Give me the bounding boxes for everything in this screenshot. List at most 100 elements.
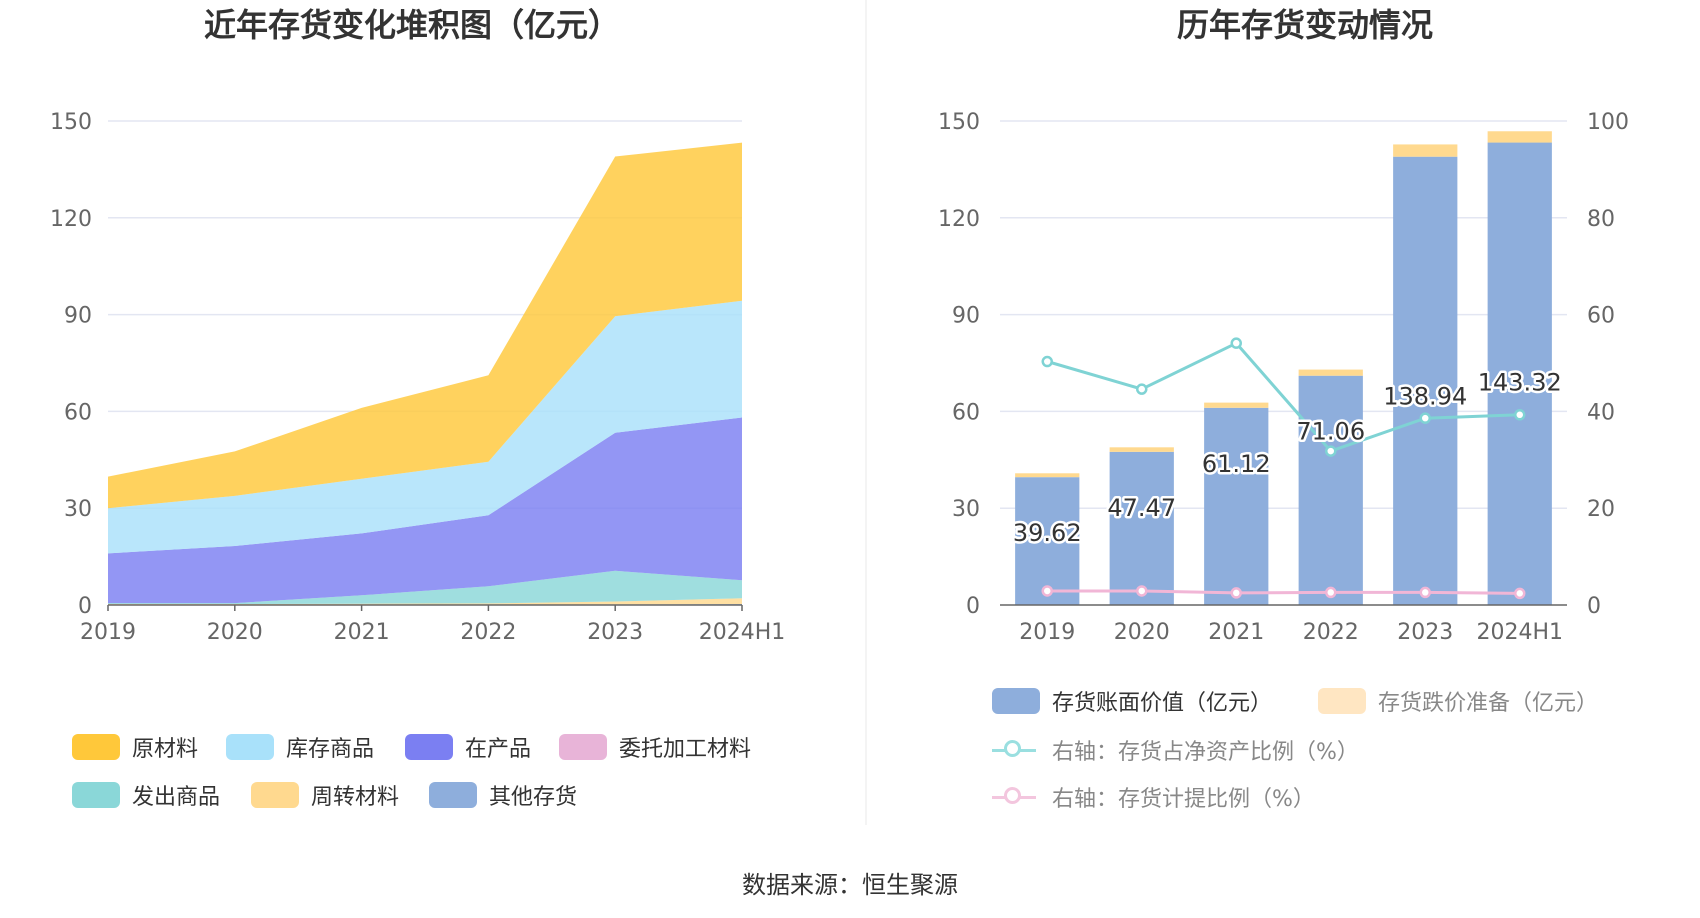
legend-swatch (1318, 688, 1366, 714)
data-source: 数据来源：恒生聚源 (742, 871, 958, 899)
bar-impairment-reserve (1109, 447, 1174, 452)
line-point (1514, 587, 1526, 600)
y-tick-label: 60 (952, 400, 980, 425)
line-point (1041, 355, 1053, 368)
area-原材料 (108, 142, 742, 509)
area-周转材料 (108, 598, 742, 605)
bar-data-label: 39.62 (1013, 519, 1082, 547)
y-tick-label: 90 (64, 304, 92, 329)
legend-item-raw-materials[interactable]: 原材料 (72, 731, 198, 763)
legend-label: 在产品 (465, 737, 532, 762)
right-bar-labels: 39.62 47.47 61.12 71.06 138.94 143.32 (1010, 366, 1564, 550)
bar-data-label: 138.94 (1383, 383, 1467, 411)
line-point (1230, 337, 1242, 349)
legend-item-book-value[interactable]: 存货账面价值（亿元） (992, 685, 1272, 717)
legend-item-other-inventory[interactable]: 其他存货 (429, 779, 577, 811)
line-point (1230, 587, 1242, 599)
y2-tick-label: 40 (1587, 400, 1615, 425)
y2-tick-label: 0 (1587, 594, 1601, 619)
y-tick-label: 0 (966, 594, 980, 619)
y2-tick-label: 20 (1587, 497, 1615, 522)
y-tick-label: 150 (938, 110, 980, 135)
legend-label: 右轴：存货占净资产比例（%） (1052, 740, 1359, 765)
legend-swatch (72, 782, 120, 808)
y-tick-label: 150 (50, 110, 92, 135)
right-gridlines (1000, 120, 1567, 509)
bar-book-value (1015, 477, 1080, 605)
x-tick-label: 2023 (587, 620, 643, 645)
line-point (1041, 585, 1053, 597)
legend-label: 库存商品 (286, 737, 375, 762)
legend-item-net-asset-ratio[interactable]: 右轴：存货占净资产比例（%） (992, 734, 1359, 766)
x-tick-label: 2021 (1208, 620, 1264, 645)
left-area-series (108, 142, 742, 605)
bar-book-value (1298, 375, 1363, 605)
legend-label: 存货跌价准备（亿元） (1378, 691, 1599, 716)
y-tick-label: 90 (952, 304, 980, 329)
bar-impairment-reserve (1204, 402, 1269, 408)
bar-line-chart: 历年存货变动情况 39.62 47.47 61.12 71.06 138.94 143.3… (938, 6, 1629, 645)
line-point (1325, 445, 1337, 457)
bar-impairment-reserve (1487, 131, 1552, 143)
bar-book-value (1487, 142, 1552, 605)
legend-item-provision-ratio[interactable]: 右轴：存货计提比例（%） (992, 781, 1315, 813)
legend-item-consigned-processing[interactable]: 委托加工材料 (559, 731, 751, 763)
x-tick-label: 2021 (334, 620, 390, 645)
legend-swatch (559, 734, 607, 760)
legend-label: 委托加工材料 (619, 737, 752, 762)
line-point (1325, 586, 1337, 599)
line-右轴：存货占净资产比例（%） (1046, 341, 1520, 453)
legend-item-wip[interactable]: 在产品 (405, 731, 531, 763)
area-在产品 (108, 417, 742, 604)
legend-swatch (251, 782, 299, 808)
bar-data-label: 143.32 (1478, 369, 1562, 397)
x-tick-label: 2019 (80, 620, 136, 645)
x-tick-label: 2022 (460, 620, 516, 645)
x-tick-label: 2020 (207, 620, 263, 645)
legend-swatch (72, 734, 120, 760)
bar-data-label: 71.06 (1296, 418, 1365, 446)
legend-swatch (992, 688, 1040, 714)
x-tick-label: 2023 (1397, 620, 1453, 645)
legend-label: 其他存货 (489, 785, 578, 810)
area-库存商品 (108, 300, 742, 554)
legend-label: 周转材料 (311, 785, 400, 810)
legend-swatch (226, 734, 274, 760)
y2-tick-label: 80 (1587, 207, 1615, 232)
legend-line-swatch (992, 784, 1036, 810)
x-tick-label: 2024H1 (699, 620, 786, 645)
left-chart-title: 近年存货变化堆积图（亿元） (204, 6, 620, 44)
stacked-area-chart: 近年存货变化堆积图（亿元） 0 30 60 90 120 150 2019 2020 2021 2… (50, 6, 785, 645)
line-右轴：存货计提比例（%） (1047, 589, 1520, 595)
right-bar-series (1015, 131, 1552, 605)
line-point (1136, 383, 1148, 395)
y-tick-label: 120 (938, 207, 980, 232)
x-tick-label: 2022 (1303, 620, 1359, 645)
x-tick-label: 2020 (1114, 620, 1170, 645)
y2-tick-label: 60 (1587, 304, 1615, 329)
legend-swatch (405, 734, 453, 760)
bar-book-value (1109, 451, 1174, 605)
legend-item-turnover-materials[interactable]: 周转材料 (251, 779, 399, 811)
legend-item-goods-shipped[interactable]: 发出商品 (72, 779, 220, 811)
legend-item-finished-goods[interactable]: 库存商品 (226, 731, 374, 763)
y-tick-label: 30 (64, 497, 92, 522)
x-tick-label: 2019 (1019, 620, 1075, 645)
line-point (1419, 586, 1431, 599)
bar-impairment-reserve (1015, 473, 1080, 478)
bar-book-value (1393, 156, 1458, 605)
right-axes: 0 30 60 90 120 150 0 20 40 60 80 100 2019 2020 2021 202… (938, 110, 1629, 645)
bar-data-label: 61.12 (1202, 450, 1271, 478)
legend-item-impairment-reserve[interactable]: 存货跌价准备（亿元） (1318, 685, 1598, 717)
line-point (1514, 409, 1526, 421)
right-chart-title: 历年存货变动情况 (1177, 6, 1433, 44)
legend-swatch (429, 782, 477, 808)
bar-impairment-reserve (1393, 144, 1458, 157)
area-发出商品 (108, 570, 742, 604)
y-tick-label: 120 (50, 207, 92, 232)
bar-data-label: 47.47 (1107, 494, 1176, 522)
bar-impairment-reserve (1298, 369, 1363, 376)
x-tick-label: 2024H1 (1476, 620, 1563, 645)
legend-label: 发出商品 (132, 785, 221, 810)
